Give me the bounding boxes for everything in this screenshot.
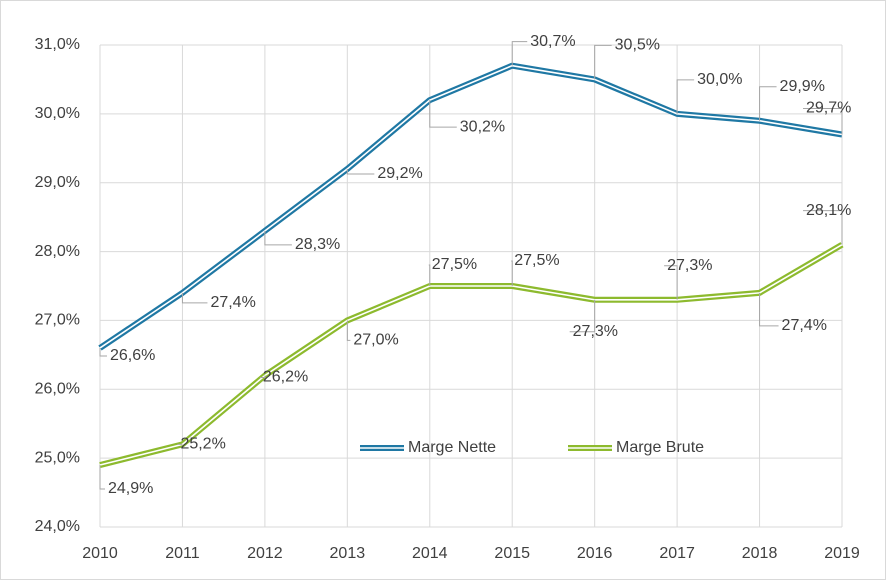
line-series-inner [99, 243, 843, 466]
y-tick-label: 25,0% [35, 449, 80, 466]
leader-line [346, 168, 375, 175]
data-label: 28,3% [295, 236, 340, 253]
x-tick-label: 2017 [659, 545, 695, 562]
x-tick-label: 2013 [330, 545, 366, 562]
leader-line [429, 100, 457, 128]
x-tick-label: 2012 [247, 545, 283, 562]
data-label: 28,1% [806, 202, 851, 219]
data-label: 27,0% [353, 332, 398, 349]
data-label: 27,3% [667, 257, 712, 274]
legend-label: Marge Nette [408, 439, 496, 456]
data-label: 27,4% [782, 317, 827, 334]
y-tick-label: 26,0% [35, 381, 80, 398]
data-label: 27,5% [432, 256, 477, 273]
data-label: 30,2% [460, 118, 505, 135]
x-tick-label: 2015 [494, 545, 530, 562]
leader-line [569, 299, 596, 333]
leader-line [264, 230, 292, 246]
leader-line [259, 375, 266, 379]
data-label: 26,6% [110, 347, 155, 364]
leader-line [759, 292, 779, 327]
x-tick-label: 2019 [824, 545, 860, 562]
leader-line [594, 44, 612, 80]
leader-line [99, 465, 105, 490]
leader-line [676, 79, 695, 114]
data-label: 30,7% [530, 33, 575, 50]
leader-line [664, 265, 678, 300]
y-tick-label: 31,0% [35, 36, 80, 53]
legend-label: Marge Brute [616, 439, 704, 456]
data-label: 27,4% [210, 294, 255, 311]
leader-line [803, 210, 843, 245]
x-tick-label: 2014 [412, 545, 448, 562]
x-tick-label: 2011 [165, 545, 200, 562]
leader-line [428, 264, 431, 286]
line-series-inner [99, 64, 843, 349]
leader-line [511, 260, 513, 286]
y-tick-label: 29,0% [35, 174, 80, 191]
x-tick-label: 2016 [577, 545, 613, 562]
data-label: 29,7% [806, 100, 851, 117]
y-tick-label: 24,0% [35, 518, 80, 535]
leader-line [99, 347, 107, 357]
data-label: 25,2% [180, 436, 225, 453]
leader-line [511, 41, 528, 66]
x-tick-label: 2018 [742, 545, 778, 562]
y-tick-label: 28,0% [35, 243, 80, 260]
data-label: 30,0% [697, 71, 742, 88]
leader-line [181, 292, 208, 304]
y-tick-label: 30,0% [35, 105, 80, 122]
data-label: 30,5% [615, 37, 660, 54]
x-tick-label: 2010 [82, 545, 118, 562]
leader-line [346, 320, 351, 341]
leader-line [803, 108, 843, 135]
data-label: 24,9% [108, 480, 153, 497]
y-tick-label: 27,0% [35, 312, 80, 329]
data-label: 27,5% [514, 252, 559, 269]
leader-line [759, 86, 777, 121]
data-label: 29,9% [780, 78, 825, 95]
data-label: 26,2% [263, 369, 308, 386]
data-label: 27,3% [573, 323, 618, 340]
data-label: 29,2% [377, 165, 422, 182]
